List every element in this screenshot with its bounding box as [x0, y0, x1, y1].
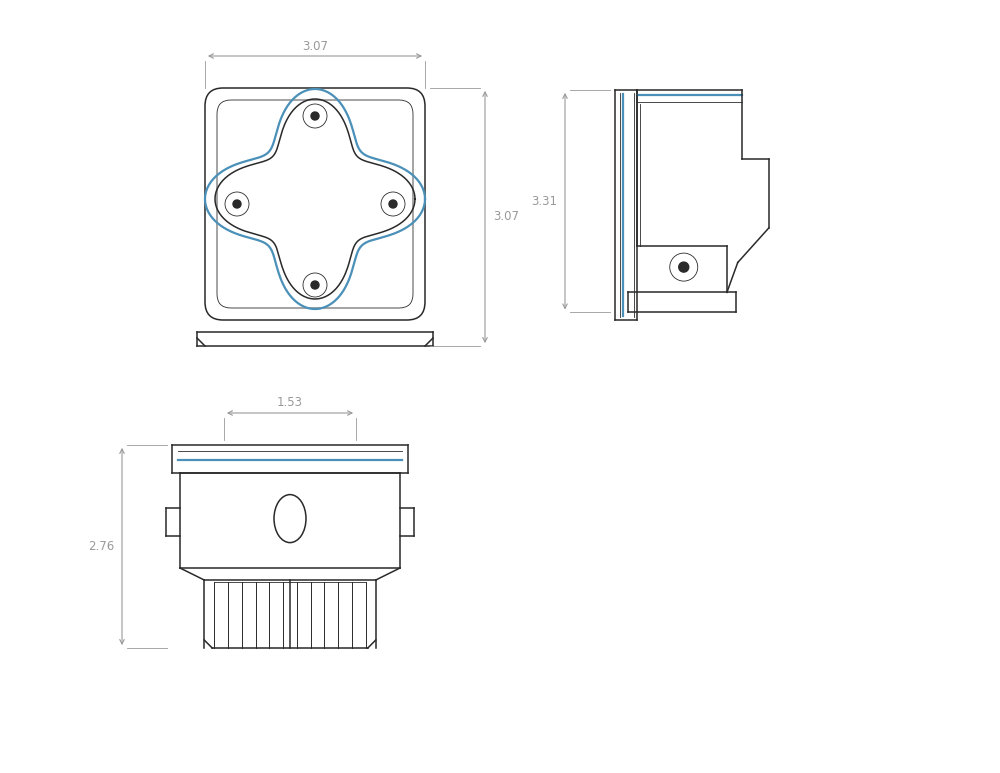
Text: 3.07: 3.07	[493, 210, 519, 223]
Text: 2.76: 2.76	[88, 540, 114, 553]
Circle shape	[311, 112, 319, 120]
Text: 3.31: 3.31	[531, 195, 557, 208]
Text: 1.53: 1.53	[277, 397, 303, 410]
Circle shape	[233, 200, 241, 208]
Circle shape	[389, 200, 397, 208]
Text: 3.07: 3.07	[302, 39, 328, 53]
Circle shape	[311, 281, 319, 289]
Circle shape	[679, 262, 689, 272]
